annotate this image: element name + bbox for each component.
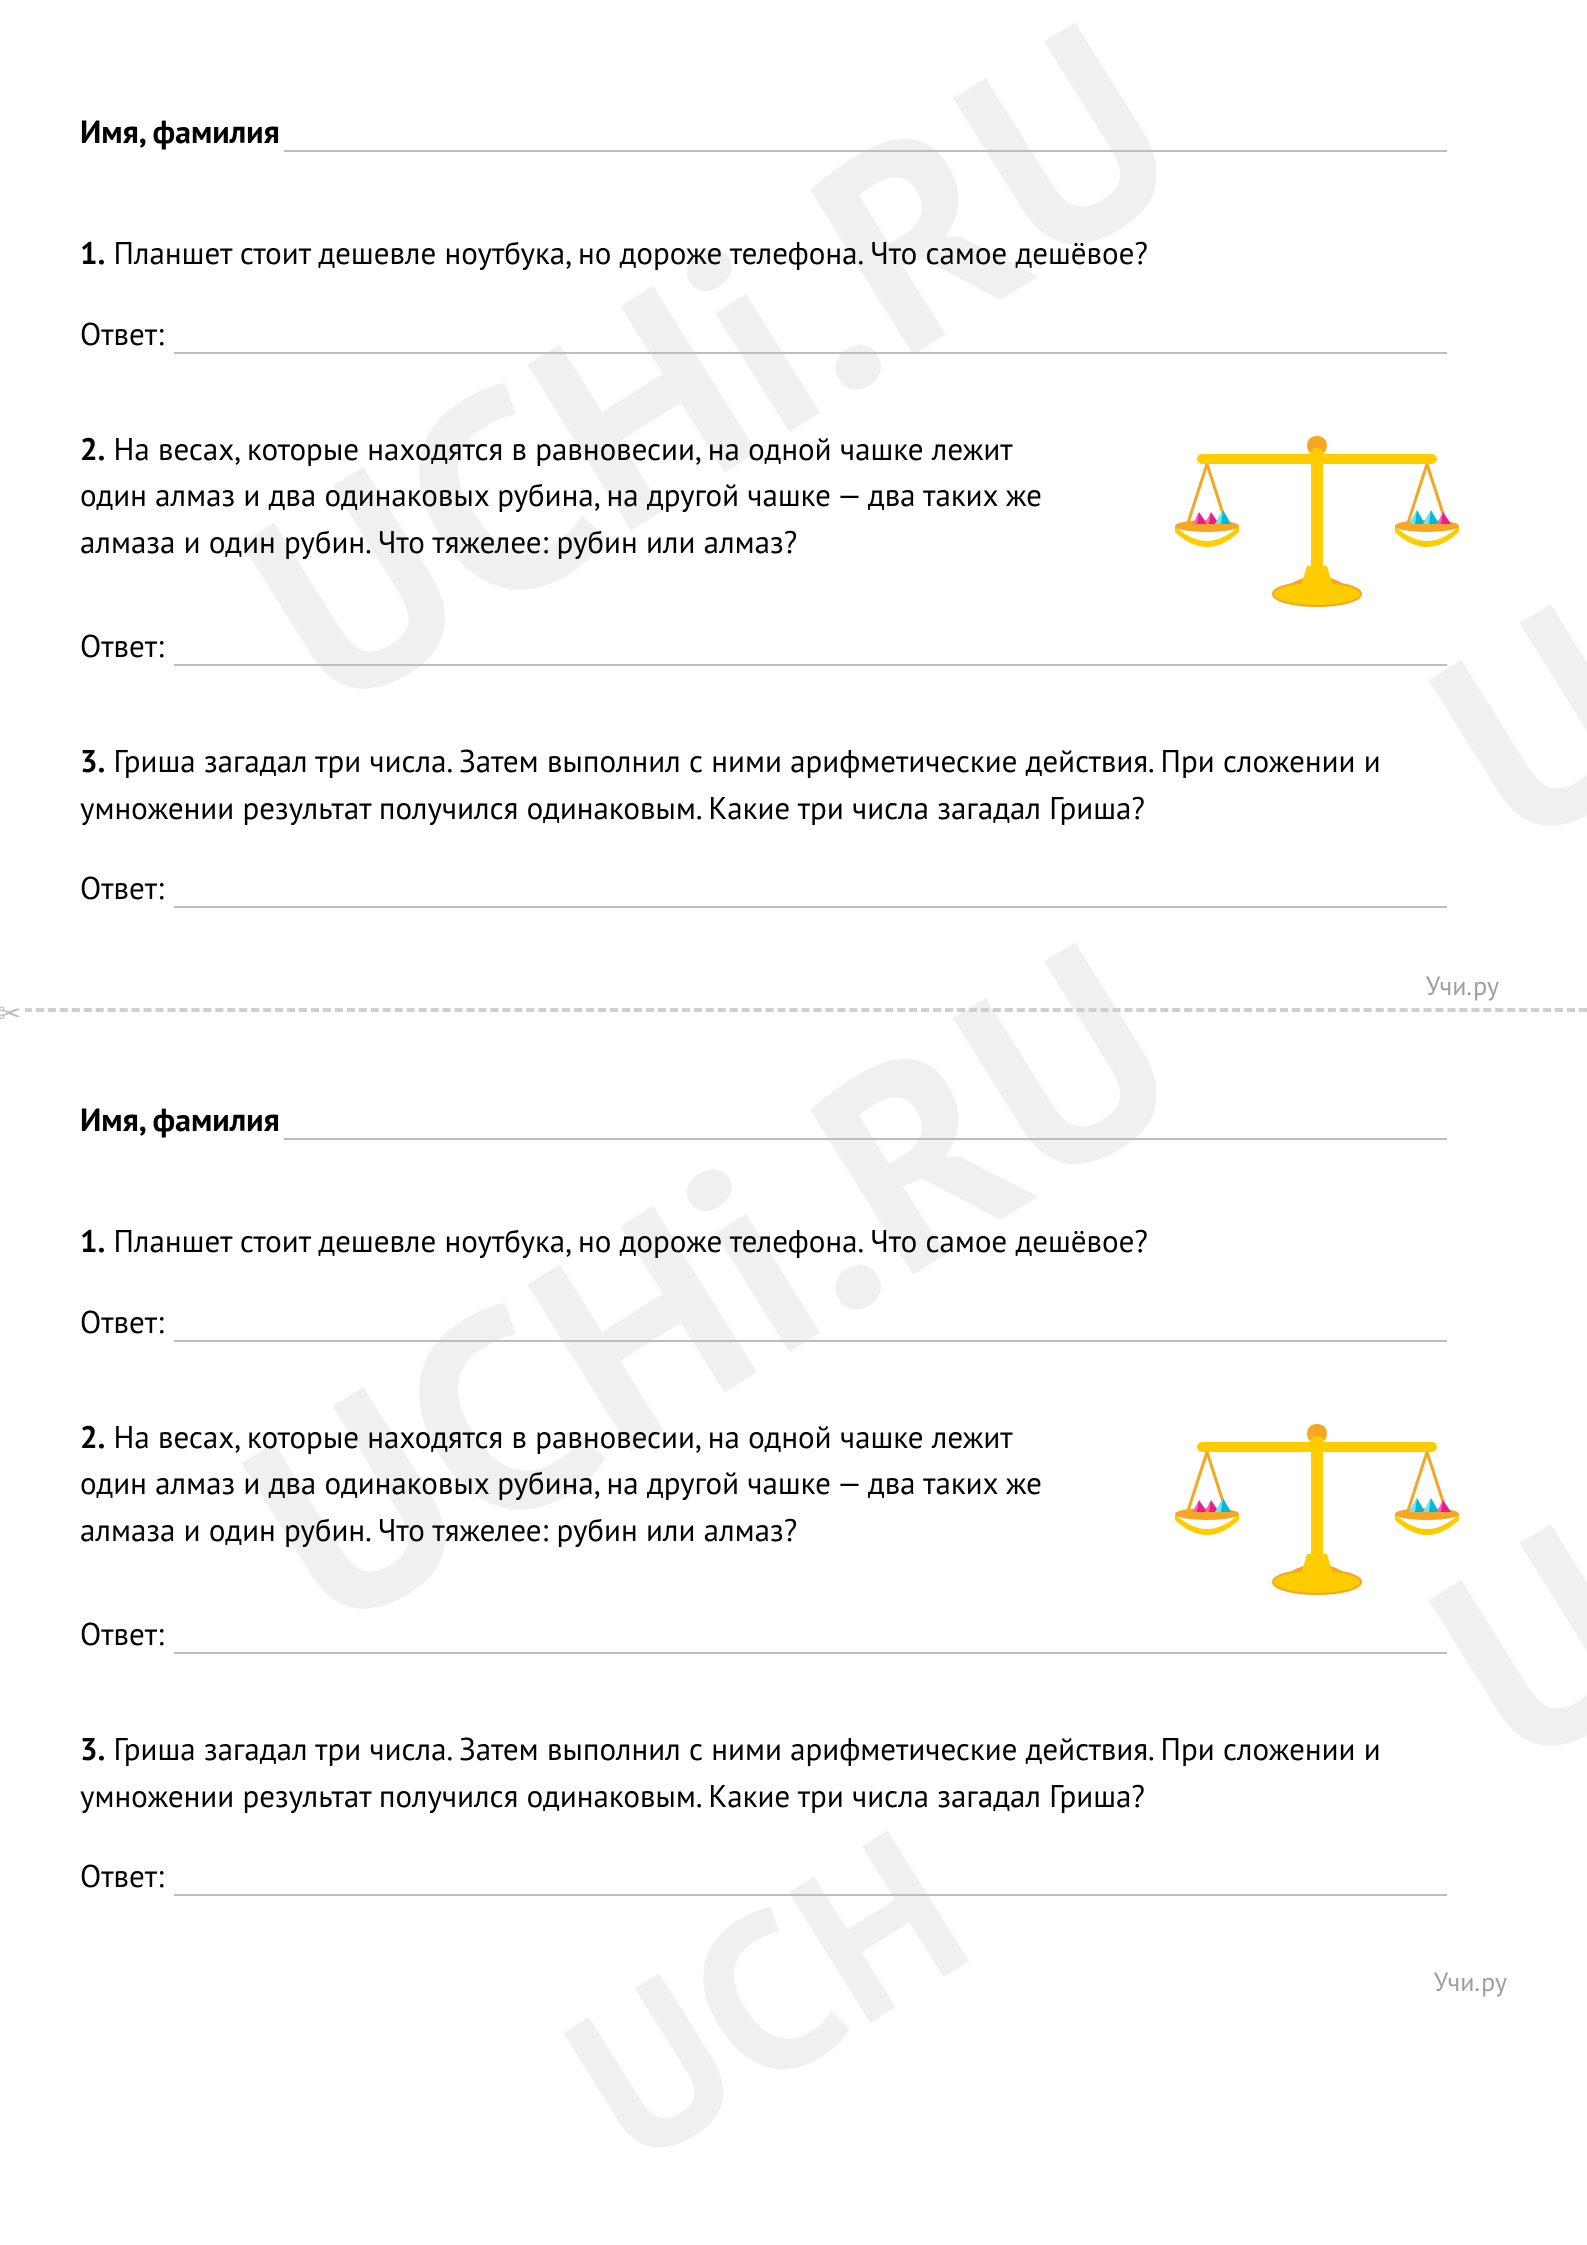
footer-brand: Учи.ру bbox=[1418, 970, 1507, 1003]
answer-row: Ответ: bbox=[80, 625, 1507, 666]
name-field-row: Имя, фамилия bbox=[80, 110, 1507, 152]
answer-input-line[interactable] bbox=[174, 880, 1447, 908]
question-body: Планшет стоит дешевле ноутбука, но дорож… bbox=[113, 232, 1147, 273]
answer-row: Ответ: bbox=[80, 1301, 1507, 1342]
name-label: Имя, фамилия bbox=[80, 1098, 280, 1140]
question-number: 2. bbox=[80, 1416, 105, 1457]
answer-label: Ответ: bbox=[80, 313, 164, 354]
question-body: Гриша загадал три числа. Затем выполнил … bbox=[80, 740, 1381, 828]
answer-row: Ответ: bbox=[80, 1855, 1507, 1896]
dashed-line bbox=[0, 1008, 1587, 1012]
name-field-row: Имя, фамилия bbox=[80, 1098, 1507, 1140]
question-3: 3. Гриша загадал три числа. Затем выполн… bbox=[80, 1726, 1507, 1896]
question-text: 1. Планшет стоит дешевле ноутбука, но до… bbox=[80, 230, 1480, 277]
question-body: Гриша загадал три числа. Затем выполнил … bbox=[80, 1728, 1381, 1816]
answer-input-line[interactable] bbox=[174, 1314, 1447, 1342]
worksheet-top: Имя, фамилия 1. Планшет стоит дешевле но… bbox=[0, 0, 1587, 978]
balance-scale-icon bbox=[1157, 426, 1477, 626]
answer-input-line[interactable] bbox=[174, 326, 1447, 354]
question-body: На весах, которые находятся в равновесии… bbox=[80, 428, 1042, 562]
answer-row: Ответ: bbox=[80, 313, 1507, 354]
question-body: На весах, которые находятся в равновесии… bbox=[80, 1416, 1042, 1550]
question-text: 3. Гриша загадал три числа. Затем выполн… bbox=[80, 738, 1480, 831]
question-1: 1. Планшет стоит дешевле ноутбука, но до… bbox=[80, 1218, 1507, 1342]
question-3: 3. Гриша загадал три числа. Затем выполн… bbox=[80, 738, 1507, 908]
name-input-line[interactable] bbox=[284, 120, 1447, 152]
footer-brand: Учи.ру bbox=[0, 1966, 1587, 2029]
question-number: 1. bbox=[80, 1220, 105, 1261]
cut-line: Учи.ру ✂ bbox=[0, 988, 1587, 1028]
answer-label: Ответ: bbox=[80, 1855, 164, 1896]
question-text: 2. На весах, которые находятся в равнове… bbox=[80, 1414, 1080, 1554]
question-text: 2. На весах, которые находятся в равнове… bbox=[80, 426, 1080, 566]
question-2: 2. На весах, которые находятся в равнове… bbox=[80, 1414, 1507, 1655]
answer-row: Ответ: bbox=[80, 1613, 1507, 1654]
answer-label: Ответ: bbox=[80, 1613, 164, 1654]
answer-input-line[interactable] bbox=[174, 1868, 1447, 1896]
answer-label: Ответ: bbox=[80, 1301, 164, 1342]
question-number: 2. bbox=[80, 428, 105, 469]
answer-label: Ответ: bbox=[80, 625, 164, 666]
answer-input-line[interactable] bbox=[174, 1626, 1447, 1654]
name-input-line[interactable] bbox=[284, 1108, 1447, 1140]
worksheet-bottom: Имя, фамилия 1. Планшет стоит дешевле но… bbox=[0, 1038, 1587, 1966]
question-text: 1. Планшет стоит дешевле ноутбука, но до… bbox=[80, 1218, 1480, 1265]
name-label: Имя, фамилия bbox=[80, 110, 280, 152]
question-1: 1. Планшет стоит дешевле ноутбука, но до… bbox=[80, 230, 1507, 354]
answer-input-line[interactable] bbox=[174, 638, 1447, 666]
question-number: 3. bbox=[80, 740, 105, 781]
question-body: Планшет стоит дешевле ноутбука, но дорож… bbox=[113, 1220, 1147, 1261]
question-number: 3. bbox=[80, 1728, 105, 1769]
answer-row: Ответ: bbox=[80, 867, 1507, 908]
question-number: 1. bbox=[80, 232, 105, 273]
scissors-icon: ✂ bbox=[0, 994, 25, 1031]
balance-scale-icon bbox=[1157, 1414, 1477, 1614]
answer-label: Ответ: bbox=[80, 867, 164, 908]
question-2: 2. На весах, которые находятся в равнове… bbox=[80, 426, 1507, 667]
question-text: 3. Гриша загадал три числа. Затем выполн… bbox=[80, 1726, 1480, 1819]
